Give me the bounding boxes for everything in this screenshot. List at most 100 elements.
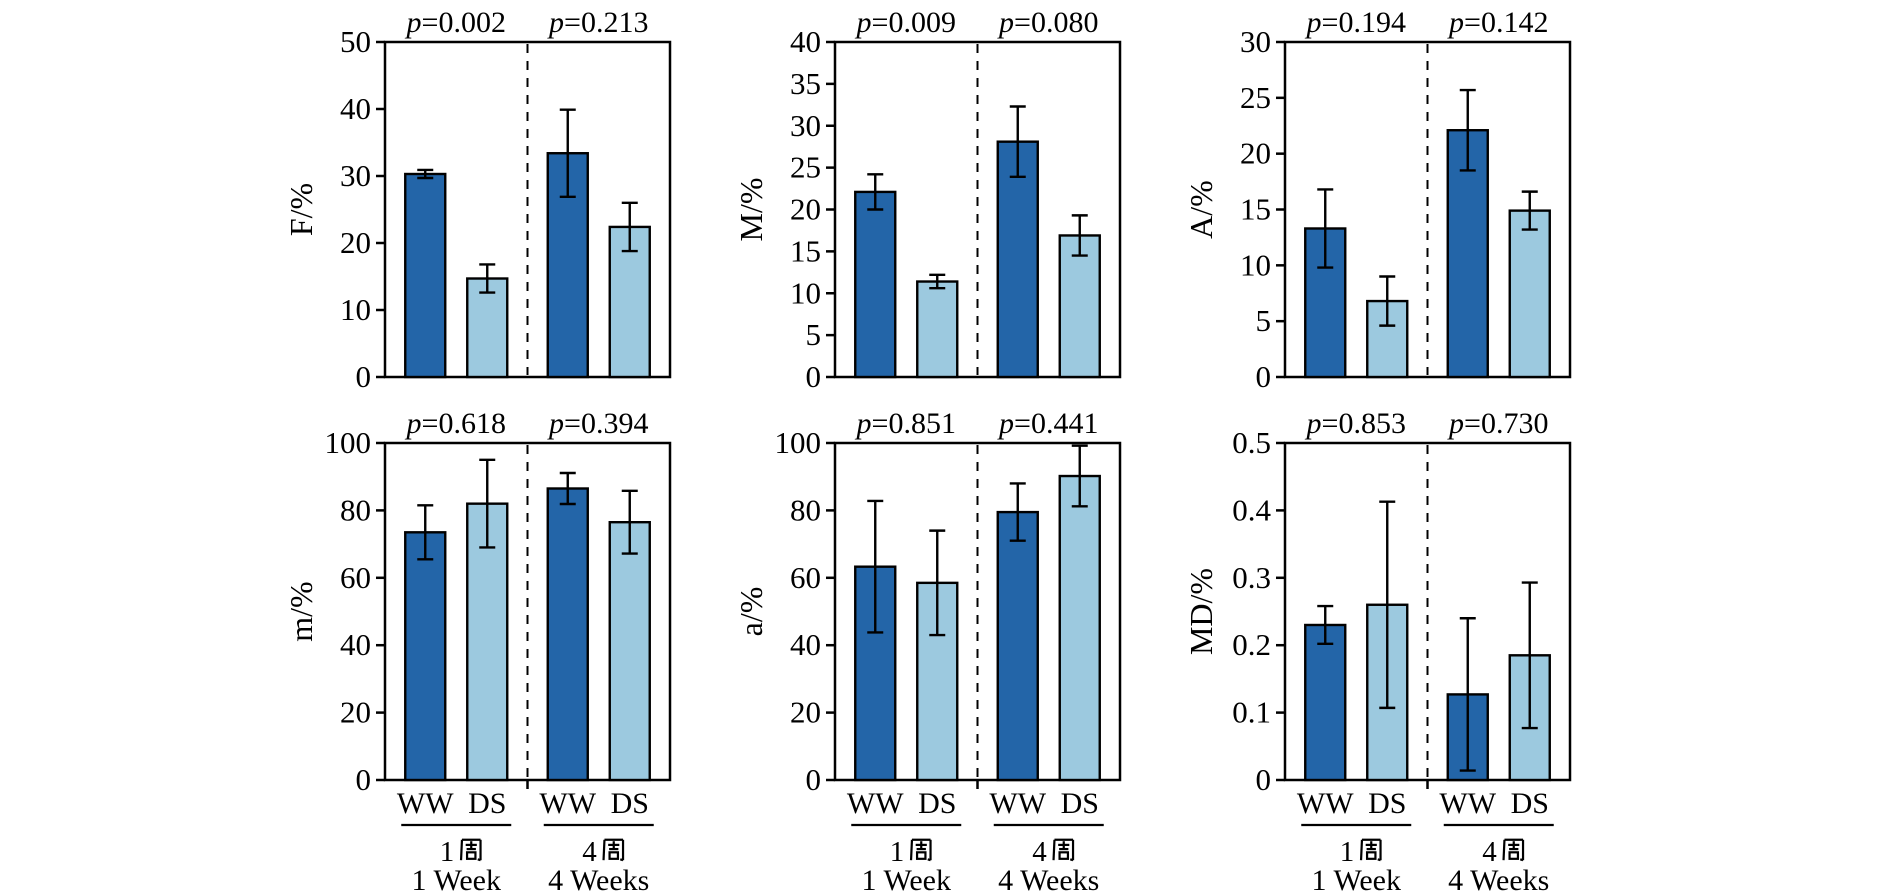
error-bar-WW-group1 [1317,188,1334,269]
chart-panel-MD: p=0.853 p=0.730 0 0.1 0.2 0.3 0.4 0.5 MD/% WW DS 1 1… [1170,390,1620,891]
y-tick-label: 30 [340,158,371,193]
bar-WW-group2 [546,487,589,782]
y-tick-label: 80 [340,492,371,527]
error-bar-DS-group1 [1379,275,1396,327]
group-label-zh: 4 [1482,836,1525,868]
error-bar-WW-group1 [417,168,434,180]
error-bar-DS-group2 [1071,214,1088,257]
zhou-character-glyph [1502,838,1525,862]
chart-svg-m: p=0.618 p=0.394 0 20 40 60 80 100 m/% WW DS 11 Week… [283,407,672,891]
y-tick-label: 40 [340,91,371,126]
group-label-zh: 1 [1340,836,1382,868]
group-label-en: 1 Week [861,864,951,891]
svg-text:4: 4 [1032,836,1047,868]
y-tick-label: 0 [806,359,822,390]
svg-text:4: 4 [582,836,597,868]
y-tick-label: 100 [325,425,372,460]
zhou-character-glyph [909,838,932,862]
chart-svg-MD: p=0.853 p=0.730 0 0.1 0.2 0.3 0.4 0.5 MD/% WW DS 11… [1183,407,1572,891]
svg-text:1: 1 [1340,836,1355,868]
error-bar-WW-group1 [867,173,884,211]
p-value-label: p=0.080 [997,6,1098,39]
bar-DS-group1 [916,280,959,379]
group-label-en: 1 Week [411,864,501,891]
group-label-zh: 1 [890,836,932,868]
error-bar-DS-group1 [479,263,496,294]
zhou-character-glyph [602,838,625,862]
chart-svg-a: p=0.851 p=0.441 0 20 40 60 80 100 a/% WW DS 11 Week… [733,407,1122,891]
error-bar-WW-group1 [1317,604,1334,646]
bar-label-ww-group2: WW [539,787,596,820]
svg-text:4: 4 [1482,836,1497,868]
p-value-label: p=0.851 [855,407,956,440]
bar-label-ds-group2: DS [1511,787,1549,820]
y-tick-label: 10 [340,292,371,327]
y-tick-label: 20 [1240,136,1271,171]
error-bar-DS-group2 [621,489,638,555]
group-label-en: 4 Weeks [998,864,1099,891]
bar-DS-group2 [1508,209,1551,379]
group-label-zh: 4 [582,836,625,868]
zhou-character-glyph [1052,838,1075,862]
group-label-en: 4 Weeks [1448,864,1549,891]
y-tick-label: 15 [790,233,821,268]
y-tick-label: 5 [806,317,822,352]
p-value-label: p=0.730 [1447,407,1548,440]
error-bar-WW-group2 [559,108,576,198]
error-bar-WW-group2 [559,471,576,506]
group-label-en: 1 Week [1311,864,1401,891]
bar-DS-group2 [1058,474,1101,782]
p-value-label: p=0.853 [1305,407,1406,440]
y-tick-label: 80 [790,492,821,527]
chart-svg-M: p=0.009 p=0.080 0 5 10 15 20 25 30 35 40 M/% [733,6,1122,390]
chart-panel-M: p=0.009 p=0.080 0 5 10 15 20 25 30 35 40 M/% [720,0,1170,390]
p-value-label: p=0.194 [1305,6,1406,39]
y-tick-label: 5 [1256,303,1272,338]
error-bar-DS-group1 [929,273,946,290]
y-tick-label: 10 [1240,247,1271,282]
y-tick-label: 30 [1240,24,1271,59]
bar-label-ww-group2: WW [1439,787,1496,820]
chart-panel-F: p=0.002 p=0.213 0 10 20 30 40 50 F/% [270,0,720,390]
y-tick-label: 40 [790,24,821,59]
y-tick-label: 60 [340,560,371,595]
y-tick-label: 50 [340,24,371,59]
y-tick-label: 0 [356,359,372,390]
error-bar-DS-group2 [621,201,638,253]
y-tick-label: 15 [1240,192,1271,227]
bar-label-ww-group2: WW [989,787,1046,820]
p-value-label: p=0.618 [405,407,506,440]
error-bar-WW-group2 [1009,105,1026,179]
y-tick-label: 0.2 [1232,627,1271,662]
zhou-character-glyph [1359,838,1382,862]
bar-label-ww-group1: WW [847,787,904,820]
chart-svg-F: p=0.002 p=0.213 0 10 20 30 40 50 F/% [283,6,672,390]
bar-DS-group2 [608,520,651,782]
chart-svg-A: p=0.194 p=0.142 0 5 10 15 20 25 30 A/% [1183,6,1572,390]
error-bar-WW-group1 [417,504,434,561]
group-label-zh: 1 [440,836,482,868]
y-tick-label: 60 [790,560,821,595]
y-axis-label: F/% [283,183,319,236]
y-tick-label: 40 [790,627,821,662]
bar-label-ww-group1: WW [397,787,454,820]
error-bar-WW-group2 [1009,482,1026,542]
group-label-en: 4 Weeks [548,864,649,891]
p-value-label: p=0.009 [855,6,956,39]
y-tick-label: 0.1 [1232,695,1271,730]
y-tick-label: 0.3 [1232,560,1271,595]
error-bar-WW-group2 [1459,617,1476,772]
y-axis-label: a/% [733,587,769,637]
y-tick-label: 20 [790,695,821,730]
p-value-label: p=0.002 [405,6,506,39]
bar-label-ww-group1: WW [1297,787,1354,820]
y-tick-label: 0.4 [1232,492,1271,527]
y-tick-label: 0.5 [1232,425,1271,460]
y-tick-label: 25 [1240,80,1271,115]
p-value-label: p=0.213 [547,6,648,39]
bar-WW-group2 [996,510,1039,782]
y-tick-label: 10 [790,275,821,310]
bar-WW-group2 [996,140,1039,379]
error-bar-DS-group2 [1521,581,1538,730]
